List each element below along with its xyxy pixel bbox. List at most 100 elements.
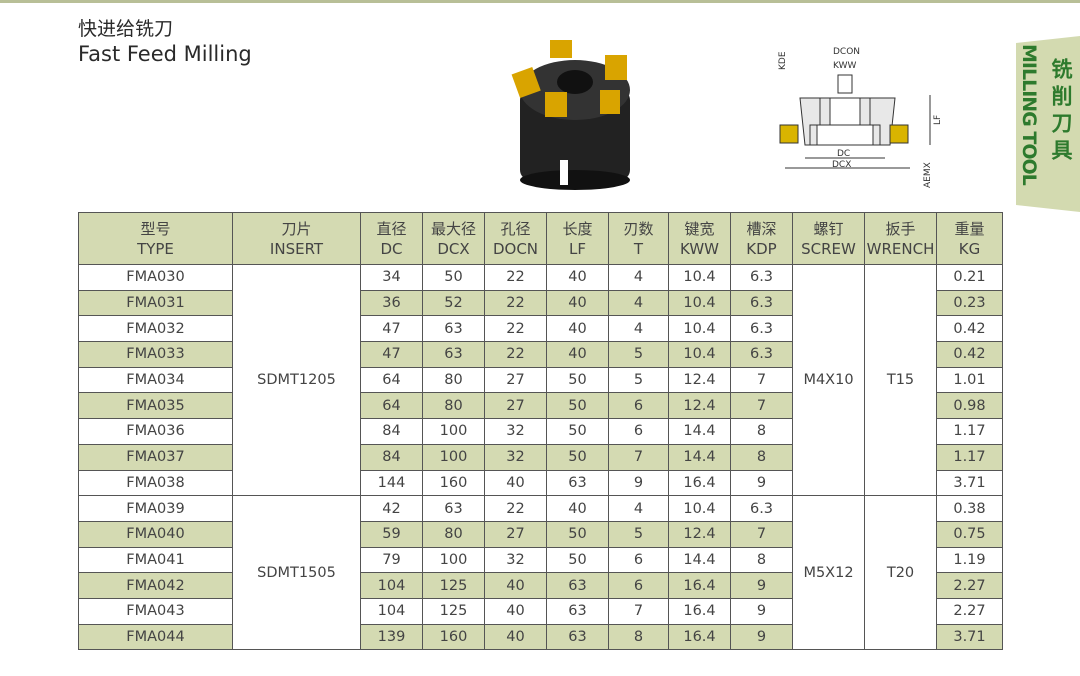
- cell-kww: 10.4: [668, 315, 731, 343]
- cell-type: FMA040: [78, 520, 233, 548]
- table-row: FMA030 SDMT1205 34 50 22 40 4 10.4 6.3 M4X10 T15 0.…: [78, 263, 1003, 497]
- cell-kdp: 7: [730, 392, 793, 420]
- cell-kww: 14.4: [668, 546, 731, 574]
- cell-kdp: 6.3: [730, 315, 793, 343]
- top-border: [0, 0, 1080, 3]
- cell-dcx: 160: [422, 623, 485, 651]
- header-cn: 最大径: [430, 219, 476, 238]
- cell-type: FMA031: [78, 289, 233, 317]
- cell-lf: 50: [546, 520, 609, 548]
- cell-kww: 10.4: [668, 495, 731, 522]
- cell-docn: 27: [484, 520, 547, 548]
- cell-dcx: 50: [422, 264, 485, 291]
- cell-kdp: 9: [730, 469, 793, 497]
- cell-docn: 40: [484, 597, 547, 625]
- dimension-diagram: DCON KWW DC DCX KDE LF AEMX: [778, 47, 943, 188]
- cell-dcx: 80: [422, 520, 485, 548]
- cell-type: FMA043: [78, 597, 233, 625]
- cell-kg: 2.27: [936, 572, 1003, 599]
- header-cn: 刃数: [623, 219, 654, 238]
- cell-insert: SDMT1505: [232, 495, 361, 651]
- cell-type: FMA030: [78, 264, 233, 291]
- cell-kg: 1.17: [936, 443, 1003, 471]
- table-row: FMA044 139 160 40 63 8 16.4 9 3.71: [78, 623, 1003, 651]
- header-en: DOCN: [492, 239, 539, 258]
- header-cn: 型号: [140, 219, 171, 238]
- cell-kdp: 8: [730, 443, 793, 471]
- column-header: 螺钉 SCREW: [792, 212, 865, 265]
- cell-kg: 1.19: [936, 546, 1003, 574]
- cell-kg: 1.17: [936, 418, 1003, 445]
- label-dc: DC: [837, 149, 850, 159]
- cell-dcx: 125: [422, 597, 485, 625]
- column-header: 直径 DC: [360, 212, 423, 265]
- page-title: 快进给铣刀 Fast Feed Milling: [78, 17, 252, 67]
- title-cn: 快进给铣刀: [78, 18, 174, 40]
- cell-lf: 63: [546, 597, 609, 625]
- column-header: 重量 KG: [936, 212, 1003, 265]
- title-en: Fast Feed Milling: [78, 42, 252, 66]
- cell-dcx: 125: [422, 572, 485, 599]
- cell-dcx: 100: [422, 418, 485, 445]
- milling-cutter-image: [511, 40, 630, 190]
- cell-dc: 64: [360, 366, 423, 394]
- column-header: 刃数 T: [608, 212, 669, 265]
- cell-dc: 79: [360, 546, 423, 574]
- cell-docn: 27: [484, 392, 547, 420]
- cell-kww: 14.4: [668, 418, 731, 445]
- cell-lf: 50: [546, 392, 609, 420]
- cell-type: FMA033: [78, 341, 233, 368]
- cell-lf: 40: [546, 495, 609, 522]
- cell-kww: 16.4: [668, 623, 731, 651]
- cell-kdp: 9: [730, 572, 793, 599]
- table-row: FMA038 144 160 40 63 9 16.4 9 3.71: [78, 469, 1003, 497]
- cell-dc: 104: [360, 572, 423, 599]
- cell-screw: M4X10: [792, 263, 865, 497]
- header-cn: 重量: [954, 219, 985, 238]
- header-en: WRENCH: [866, 239, 935, 258]
- cell-kdp: 6.3: [730, 341, 793, 368]
- cell-dc: 139: [360, 623, 423, 651]
- header-en: T: [633, 239, 644, 258]
- cell-lf: 63: [546, 572, 609, 599]
- table-row: FMA033 47 63 22 40 5 10.4 6.3 0.42: [78, 341, 1003, 368]
- cell-kdp: 7: [730, 520, 793, 548]
- cell-kg: 0.42: [936, 315, 1003, 343]
- cell-insert: SDMT1205: [232, 263, 361, 497]
- cell-kg: 1.01: [936, 366, 1003, 394]
- cell-dcx: 63: [422, 315, 485, 343]
- cell-lf: 40: [546, 264, 609, 291]
- cell-kww: 16.4: [668, 469, 731, 497]
- cell-type: FMA041: [78, 546, 233, 574]
- cell-dc: 42: [360, 495, 423, 522]
- table-row: FMA036 84 100 32 50 6 14.4 8 1.17: [78, 418, 1003, 445]
- cell-lf: 50: [546, 443, 609, 471]
- cell-t: 7: [608, 443, 669, 471]
- header-cn: 直径: [376, 219, 407, 238]
- table-row: FMA040 59 80 27 50 5 12.4 7 0.75: [78, 520, 1003, 548]
- table-row: FMA043 104 125 40 63 7 16.4 9 2.27: [78, 597, 1003, 625]
- spec-table: 型号 TYPE 刀片 INSERT 直径 DC 最大径 DCX 孔径 DOCN 长度 LF 刃数 T 键宽 K…: [78, 212, 1003, 651]
- cell-lf: 40: [546, 315, 609, 343]
- cell-dcx: 160: [422, 469, 485, 497]
- cell-kww: 12.4: [668, 520, 731, 548]
- column-header: 槽深 KDP: [730, 212, 793, 265]
- cell-type: FMA044: [78, 623, 233, 651]
- cell-kdp: 8: [730, 418, 793, 445]
- cell-dcx: 80: [422, 366, 485, 394]
- cell-t: 4: [608, 495, 669, 522]
- cell-kg: 0.21: [936, 264, 1003, 291]
- label-dcx: DCX: [832, 160, 851, 170]
- cell-dc: 59: [360, 520, 423, 548]
- cell-kg: 0.42: [936, 341, 1003, 368]
- cell-kdp: 6.3: [730, 264, 793, 291]
- cell-t: 6: [608, 392, 669, 420]
- column-header: 刀片 INSERT: [232, 212, 361, 265]
- cell-type: FMA038: [78, 469, 233, 497]
- cell-kdp: 7: [730, 366, 793, 394]
- cell-docn: 32: [484, 546, 547, 574]
- table-row: FMA035 64 80 27 50 6 12.4 7 0.98: [78, 392, 1003, 420]
- cell-docn: 40: [484, 572, 547, 599]
- cell-screw: M5X12: [792, 495, 865, 651]
- cell-kg: 3.71: [936, 469, 1003, 497]
